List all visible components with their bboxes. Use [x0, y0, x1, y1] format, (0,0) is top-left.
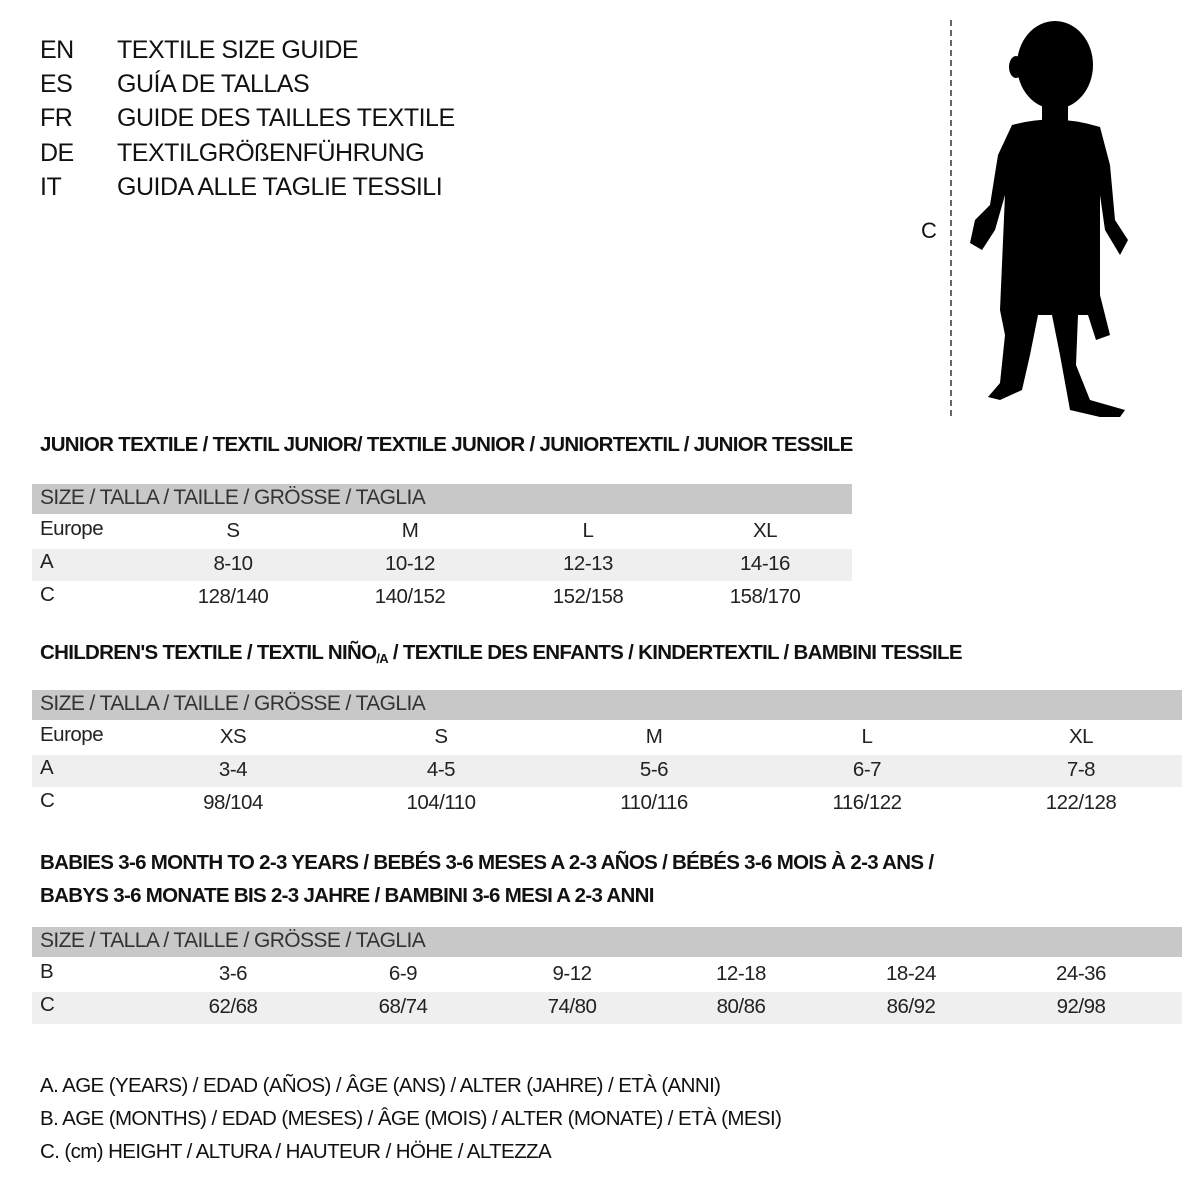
- row-label: Europe: [40, 723, 104, 746]
- table-header: SIZE / TALLA / TAILLE / GRÖSSE / TAGLIA: [32, 927, 1182, 957]
- table-cell: 9-12: [552, 962, 592, 985]
- lang-code-es: ES: [40, 70, 73, 98]
- table-cell: 62/68: [208, 995, 258, 1018]
- title-en: TEXTILE SIZE GUIDE: [117, 36, 359, 64]
- table-cell: 140/152: [374, 585, 446, 608]
- lang-code-en: EN: [40, 36, 74, 64]
- lang-code-it: IT: [40, 173, 62, 201]
- table-header-label: SIZE / TALLA / TAILLE / GRÖSSE / TAGLIA: [40, 929, 426, 952]
- table-cell: 3-6: [218, 962, 248, 985]
- table-row: B 3-6 6-9 9-12 12-18 18-24 24-36: [32, 959, 1182, 991]
- table-row: A 8-10 10-12 12-13 14-16: [32, 549, 852, 581]
- row-label: C: [40, 993, 55, 1016]
- table-row: Europe XS S M L XL: [32, 722, 1182, 754]
- babies-section-title-line1: BABIES 3-6 MONTH TO 2-3 YEARS / BEBÉS 3-…: [40, 851, 934, 874]
- lang-code-fr: FR: [40, 104, 73, 132]
- table-cell: 5-6: [639, 758, 669, 781]
- table-row: C 62/68 68/74 74/80 80/86 86/92 92/98: [32, 992, 1182, 1024]
- table-cell: 98/104: [203, 791, 263, 814]
- table-cell: 128/140: [197, 585, 269, 608]
- table-cell: 110/116: [620, 791, 688, 814]
- table-cell: 10-12: [385, 552, 435, 575]
- babies-section-title-line2: BABYS 3-6 MONATE BIS 2-3 JAHRE / BAMBINI…: [40, 884, 654, 907]
- table-cell: 4-5: [426, 758, 456, 781]
- table-cell: 14-16: [740, 552, 790, 575]
- table-cell: S: [434, 725, 448, 748]
- table-cell: S: [226, 519, 240, 542]
- height-dashed-line: [950, 20, 952, 416]
- row-label: Europe: [40, 517, 104, 540]
- row-label: A: [40, 550, 54, 573]
- table-cell: 24-36: [1056, 962, 1106, 985]
- legend-c: C. (cm) HEIGHT / ALTURA / HAUTEUR / HÖHE…: [40, 1140, 552, 1163]
- title-fr: GUIDE DES TAILLES TEXTILE: [117, 104, 455, 132]
- title-es: GUÍA DE TALLAS: [117, 70, 310, 98]
- table-row: Europe S M L XL: [32, 516, 852, 548]
- table-header-label: SIZE / TALLA / TAILLE / GRÖSSE / TAGLIA: [40, 486, 426, 509]
- table-cell: 158/170: [729, 585, 801, 608]
- table-cell: XL: [752, 519, 778, 542]
- table-cell: XS: [219, 725, 247, 748]
- table-cell: 3-4: [218, 758, 248, 781]
- title-it: GUIDA ALLE TAGLIE TESSILI: [117, 173, 443, 201]
- table-cell: 6-7: [852, 758, 882, 781]
- table-cell: 104/110: [406, 791, 476, 814]
- table-cell: 68/74: [378, 995, 428, 1018]
- table-cell: L: [582, 519, 594, 542]
- row-label: C: [40, 583, 55, 606]
- title-de: TEXTILGRÖßENFÜHRUNG: [117, 139, 425, 167]
- legend-a: A. AGE (YEARS) / EDAD (AÑOS) / ÂGE (ANS)…: [40, 1074, 721, 1097]
- table-row: C 98/104 104/110 110/116 116/122 122/128: [32, 788, 1182, 820]
- table-cell: 80/86: [716, 995, 766, 1018]
- junior-size-table: SIZE / TALLA / TAILLE / GRÖSSE / TAGLIA E…: [32, 484, 852, 614]
- table-cell: 7-8: [1066, 758, 1096, 781]
- children-title-main: CHILDREN'S TEXTILE / TEXTIL NIÑO: [40, 641, 377, 664]
- table-cell: L: [861, 725, 873, 748]
- table-cell: XL: [1068, 725, 1094, 748]
- table-cell: 92/98: [1056, 995, 1106, 1018]
- child-silhouette-icon: [970, 21, 1128, 417]
- lang-code-de: DE: [40, 139, 74, 167]
- table-header: SIZE / TALLA / TAILLE / GRÖSSE / TAGLIA: [32, 484, 852, 514]
- table-cell: 86/92: [886, 995, 936, 1018]
- children-title-rest: / TEXTILE DES ENFANTS / KINDERTEXTIL / B…: [387, 641, 963, 664]
- table-cell: 74/80: [547, 995, 597, 1018]
- table-header: SIZE / TALLA / TAILLE / GRÖSSE / TAGLIA: [32, 690, 1182, 720]
- table-cell: M: [645, 725, 663, 748]
- row-label: B: [40, 960, 54, 983]
- table-cell: 6-9: [388, 962, 418, 985]
- junior-section-title: JUNIOR TEXTILE / TEXTIL JUNIOR/ TEXTILE …: [40, 433, 853, 456]
- table-cell: 122/128: [1045, 791, 1117, 814]
- legend-b: B. AGE (MONTHS) / EDAD (MESES) / ÂGE (MO…: [40, 1107, 782, 1130]
- table-cell: 152/158: [552, 585, 624, 608]
- table-header-label: SIZE / TALLA / TAILLE / GRÖSSE / TAGLIA: [40, 692, 426, 715]
- row-label: A: [40, 756, 54, 779]
- table-cell: 116/122: [832, 791, 902, 814]
- children-title-sub: /A: [376, 651, 388, 666]
- table-cell: 12-13: [563, 552, 613, 575]
- children-section-title: CHILDREN'S TEXTILE / TEXTIL NIÑO/A / TEX…: [40, 641, 963, 666]
- table-cell: 18-24: [886, 962, 936, 985]
- row-label: C: [40, 789, 55, 812]
- table-row: A 3-4 4-5 5-6 6-7 7-8: [32, 755, 1182, 787]
- table-cell: 12-18: [716, 962, 766, 985]
- children-size-table: SIZE / TALLA / TAILLE / GRÖSSE / TAGLIA E…: [32, 690, 1182, 820]
- babies-size-table: SIZE / TALLA / TAILLE / GRÖSSE / TAGLIA B…: [32, 927, 1182, 1027]
- table-row: C 128/140 140/152 152/158 158/170: [32, 582, 852, 614]
- table-cell: 8-10: [213, 552, 253, 575]
- height-label: C: [921, 218, 937, 243]
- table-cell: M: [401, 519, 419, 542]
